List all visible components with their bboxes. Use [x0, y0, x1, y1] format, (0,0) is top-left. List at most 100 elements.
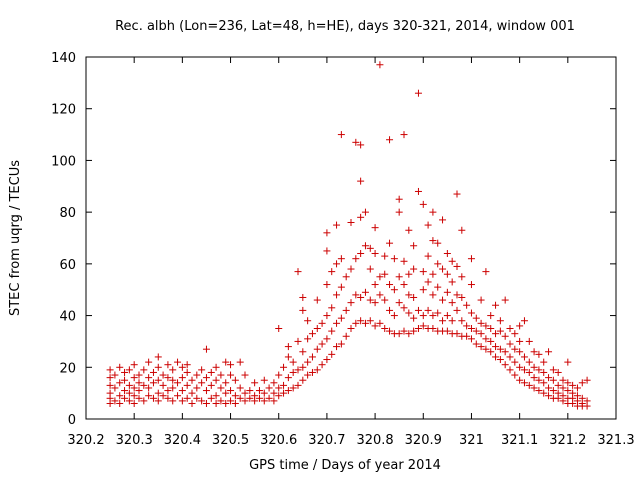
data-point: [140, 366, 148, 374]
data-point: [357, 293, 365, 301]
data-point: [439, 265, 447, 273]
data-point: [304, 317, 312, 325]
data-point: [251, 379, 259, 387]
data-point: [467, 255, 475, 263]
data-point: [405, 330, 413, 338]
data-point: [236, 394, 244, 402]
data-point: [492, 353, 500, 361]
y-tick-label: 40: [59, 310, 76, 325]
data-point: [299, 348, 307, 356]
data-point: [506, 325, 514, 332]
data-point: [188, 376, 196, 384]
data-point: [145, 374, 153, 382]
y-tick-label: 140: [51, 51, 76, 66]
data-point: [159, 381, 167, 389]
data-point: [337, 283, 345, 291]
data-point: [545, 392, 553, 400]
data-point: [294, 381, 302, 389]
data-point: [492, 330, 500, 338]
data-point: [270, 389, 278, 397]
data-point: [313, 366, 321, 374]
data-point: [183, 394, 191, 402]
data-point: [308, 368, 316, 376]
data-point: [246, 387, 254, 395]
data-point: [535, 366, 543, 374]
data-point: [342, 273, 350, 281]
data-point: [361, 319, 369, 327]
data-point: [135, 371, 143, 379]
data-point: [333, 343, 341, 351]
data-point: [467, 335, 475, 343]
data-point: [535, 387, 543, 395]
data-point: [405, 309, 413, 317]
data-point: [299, 376, 307, 384]
data-point: [140, 397, 148, 405]
x-tick-label: 320.3: [116, 433, 153, 448]
data-point: [516, 337, 524, 345]
data-point: [448, 257, 456, 265]
data-point: [130, 392, 138, 400]
data-point: [193, 394, 201, 402]
data-point: [328, 327, 336, 335]
data-point: [347, 265, 355, 273]
data-point: [202, 399, 210, 407]
data-point: [467, 325, 475, 332]
data-point: [178, 363, 186, 371]
data-point: [169, 384, 177, 392]
data-point: [477, 319, 485, 327]
data-point: [434, 260, 442, 268]
data-point: [376, 291, 384, 299]
data-point: [506, 353, 514, 361]
data-point: [212, 363, 220, 371]
data-point: [516, 348, 524, 356]
data-point: [289, 368, 297, 376]
x-tick-label: 320.9: [405, 433, 442, 448]
data-point: [467, 309, 475, 317]
data-point: [520, 353, 528, 361]
data-point: [501, 296, 509, 304]
data-point: [135, 394, 143, 402]
data-point: [429, 208, 437, 216]
data-point: [270, 379, 278, 387]
data-point: [467, 281, 475, 289]
data-point: [366, 244, 374, 252]
data-point: [506, 366, 514, 374]
data-point: [333, 221, 341, 229]
data-point: [381, 252, 389, 260]
data-point: [511, 358, 519, 366]
data-point: [410, 242, 418, 250]
y-tick-label: 60: [59, 258, 76, 273]
data-point: [323, 229, 331, 237]
data-point: [159, 392, 167, 400]
data-point: [212, 392, 220, 400]
data-point: [381, 296, 389, 304]
data-point: [530, 384, 538, 392]
data-point: [174, 379, 182, 387]
data-point: [342, 306, 350, 314]
data-point: [448, 299, 456, 307]
data-point: [284, 387, 292, 395]
data-point: [448, 278, 456, 286]
data-point: [472, 327, 480, 335]
data-point: [472, 314, 480, 322]
data-point: [106, 374, 114, 382]
data-point: [183, 381, 191, 389]
y-axis: 0 20 40 60 80 100 120 140: [51, 51, 616, 428]
data-point: [516, 363, 524, 371]
data-point: [429, 291, 437, 299]
data-point: [357, 250, 365, 258]
data-point: [448, 317, 456, 325]
data-point: [352, 255, 360, 263]
data-point: [241, 389, 249, 397]
x-tick-label: 320.6: [260, 433, 297, 448]
x-tick-label: 321: [459, 433, 484, 448]
data-point: [236, 358, 244, 366]
data-point: [106, 389, 114, 397]
data-point: [357, 141, 365, 149]
data-point: [429, 312, 437, 320]
data-point: [183, 361, 191, 369]
data-point: [525, 358, 533, 366]
data-point: [419, 322, 427, 330]
data-point: [106, 366, 114, 374]
